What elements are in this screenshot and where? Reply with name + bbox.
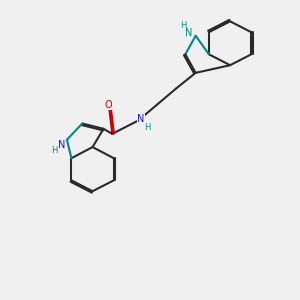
Text: H: H <box>51 146 58 155</box>
Text: N: N <box>58 140 65 150</box>
Text: O: O <box>105 100 112 110</box>
Text: N: N <box>137 114 145 124</box>
Text: H: H <box>144 122 150 131</box>
Text: H: H <box>180 21 186 30</box>
Text: N: N <box>185 28 193 38</box>
